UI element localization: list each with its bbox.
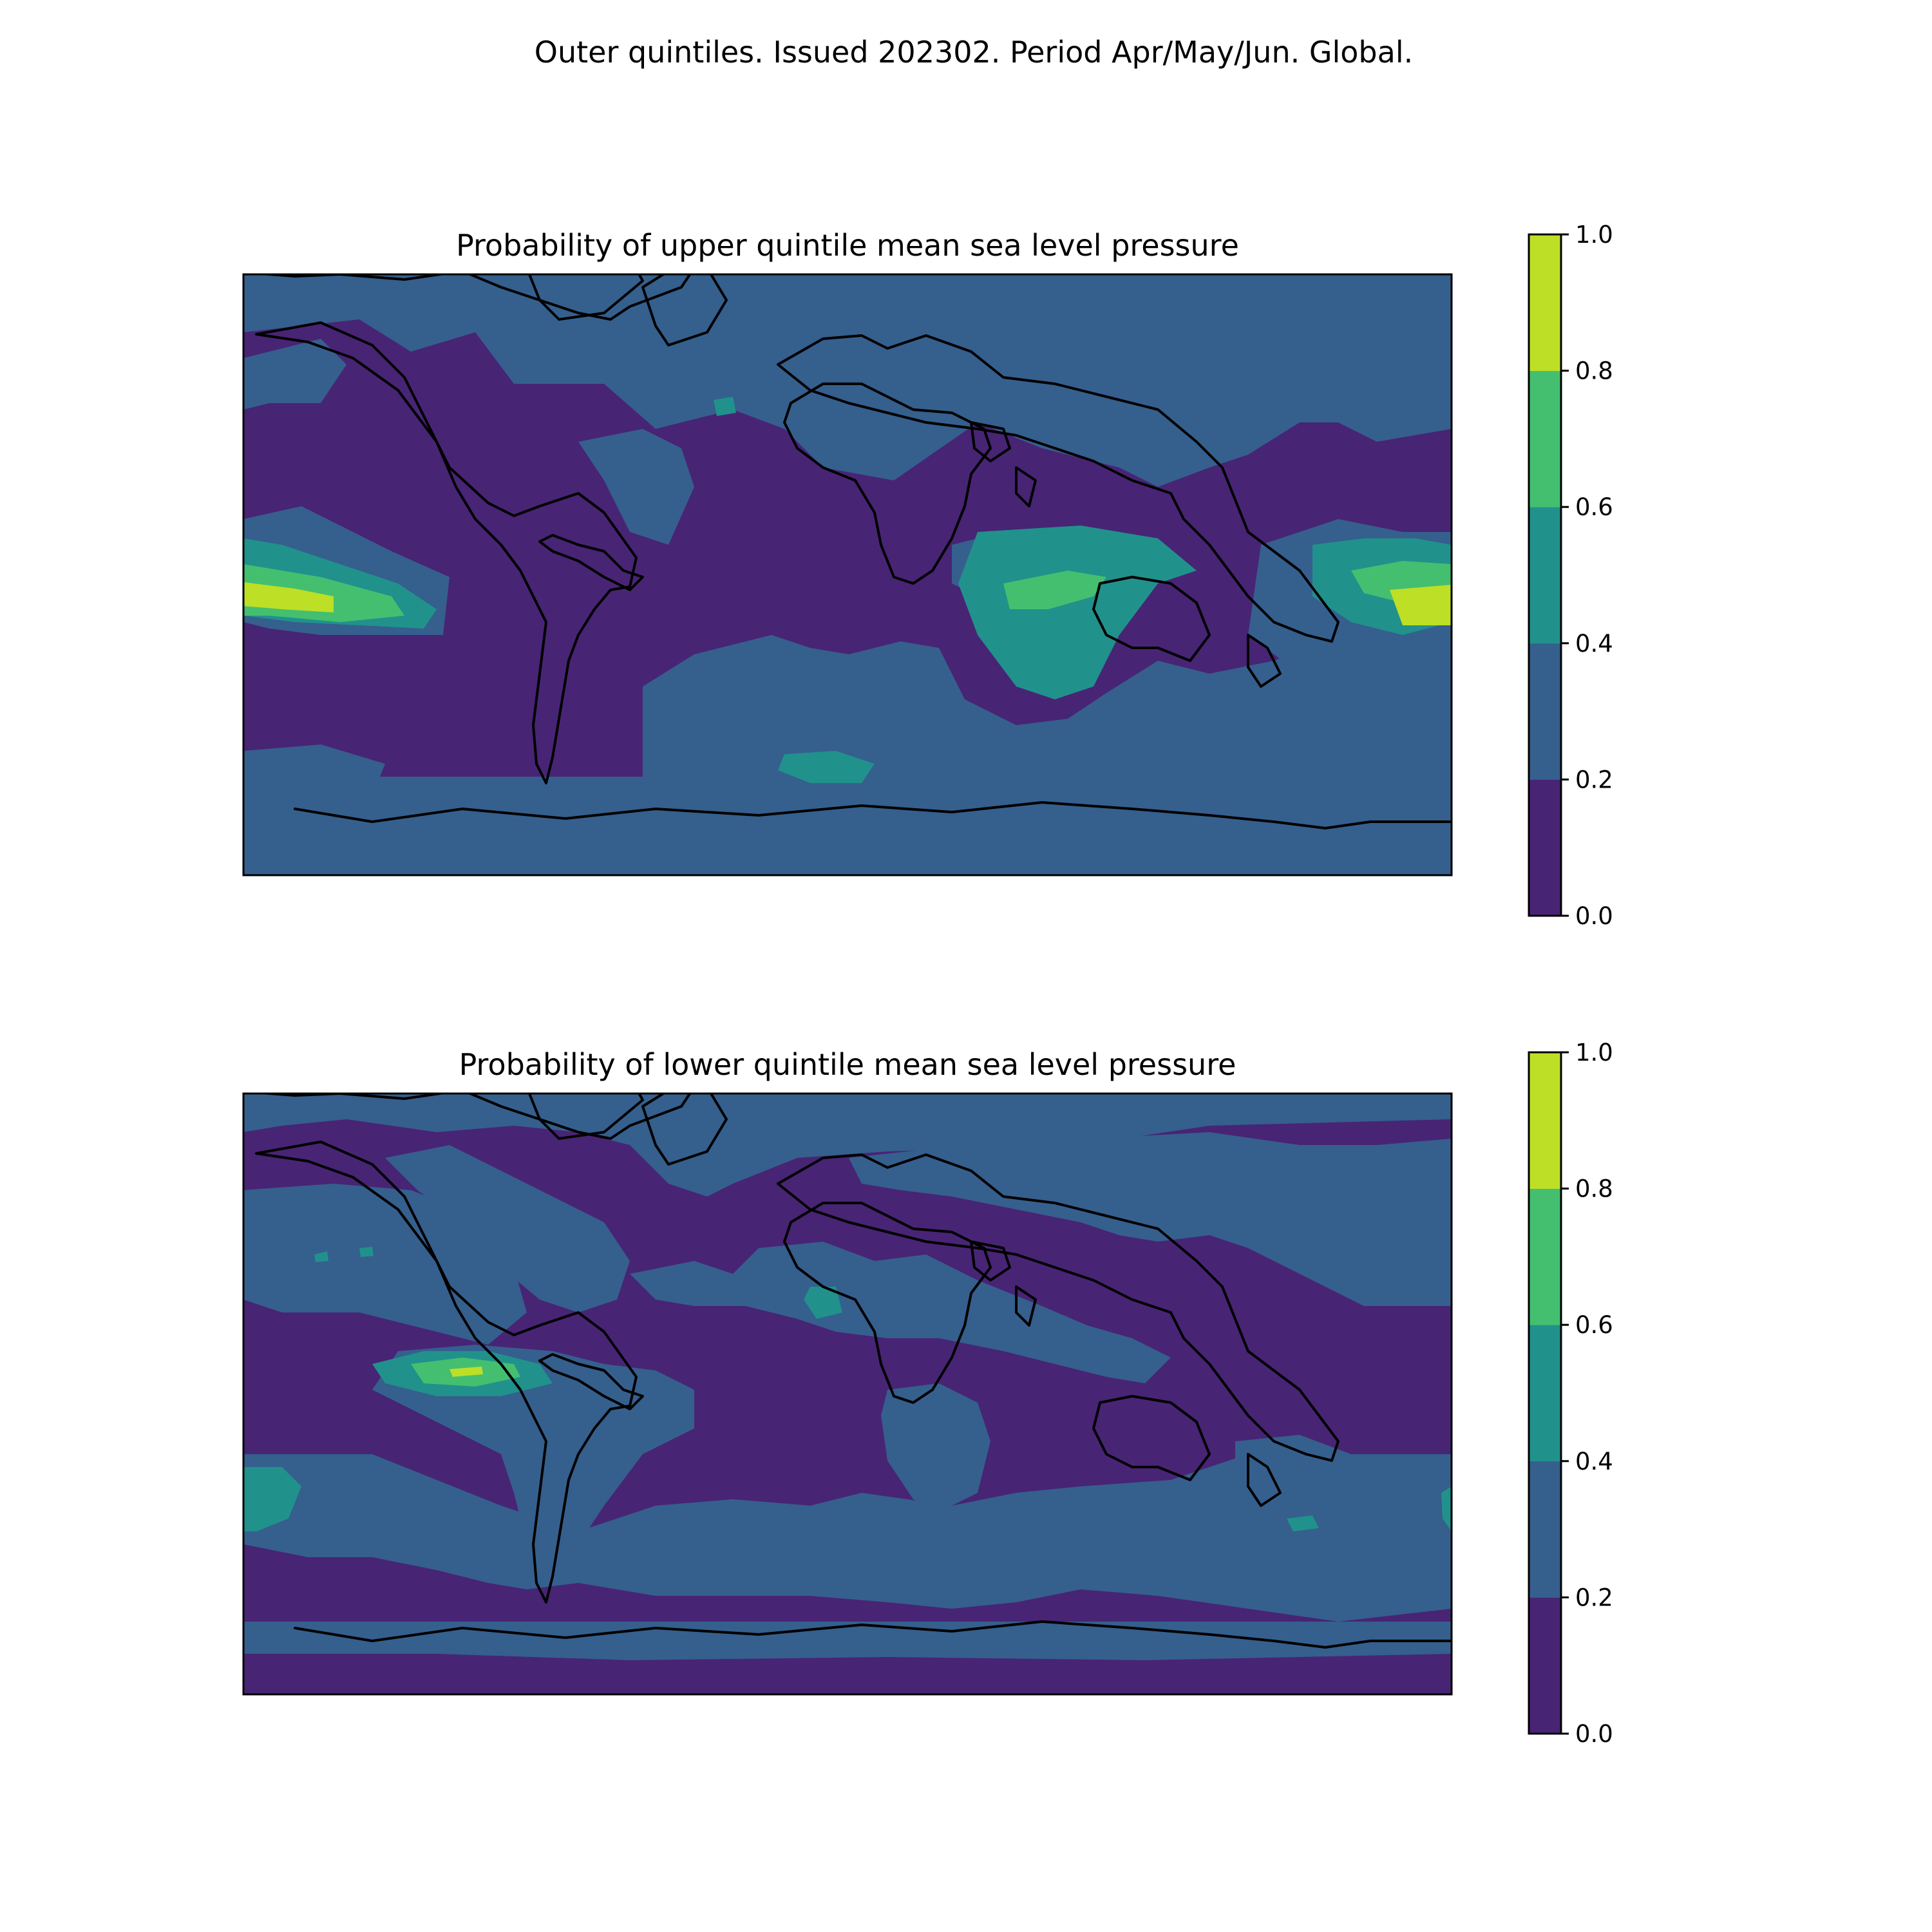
probability-contour [243, 582, 334, 612]
colorbar-tick-label: 0.6 [1575, 493, 1613, 521]
colorbar-segment [1529, 1052, 1561, 1189]
probability-contour [243, 1622, 1452, 1660]
lower-map-title: Probability of lower quintile mean sea l… [459, 1047, 1236, 1082]
map-frame [242, 273, 1453, 876]
probability-contour [243, 339, 346, 410]
probability-contour [243, 274, 1452, 487]
colorbar-frame [1528, 1051, 1562, 1735]
colorbar-tick-label: 0.2 [1575, 766, 1613, 793]
colorbar-tick-label: 0.4 [1575, 630, 1613, 658]
colorbar-tick-label: 0.2 [1575, 1584, 1613, 1611]
probability-contour [1003, 571, 1106, 609]
upper-map-title: Probability of upper quintile mean sea l… [456, 228, 1239, 263]
colorbar-segment [1529, 234, 1561, 372]
colorbar-tick-label: 0.4 [1575, 1448, 1613, 1475]
probability-contour [578, 429, 694, 545]
colorbar-segment [1529, 779, 1561, 916]
map-frame [242, 1092, 1453, 1696]
probability-contour [1235, 1435, 1377, 1538]
colorbar-tick-label: 0.6 [1575, 1311, 1613, 1339]
colorbar-segment [1529, 1188, 1561, 1325]
colorbar-tick-label: 0.0 [1575, 902, 1613, 930]
probability-contour [372, 1345, 694, 1557]
lower-colorbar: 0.0 0.2 0.4 0.6 0.8 1.0 [1528, 1039, 1613, 1748]
colorbar-segment [1529, 643, 1561, 780]
colorbar-tick-label: 1.0 [1575, 1039, 1613, 1066]
upper-quintile-probability-field [243, 274, 1452, 875]
probability-contour [1274, 319, 1390, 377]
colorbar-tick-label: 0.8 [1575, 1175, 1613, 1203]
colorbar-segment [1529, 1461, 1561, 1598]
upper-colorbar: 0.0 0.2 0.4 0.6 0.8 1.0 [1528, 221, 1613, 930]
probability-contour [804, 1287, 842, 1319]
probability-contour [243, 1454, 1452, 1622]
lower-quintile-map-panel: Probability of lower quintile mean sea l… [242, 1039, 1613, 1748]
probability-contour [385, 1145, 630, 1312]
colorbar-frame [1528, 233, 1562, 917]
probability-contour [1441, 1486, 1452, 1531]
probability-contour [243, 777, 1452, 875]
probability-contour [881, 1383, 990, 1512]
colorbar-segment [1529, 507, 1561, 644]
colorbar-tick-label: 1.0 [1575, 221, 1613, 249]
probability-contour [1287, 1515, 1319, 1531]
probability-contour [714, 397, 736, 416]
probability-contour [450, 1367, 483, 1377]
probability-contour [958, 526, 1197, 699]
probability-contour [694, 345, 759, 403]
probability-contour [314, 1251, 328, 1262]
colorbar-segment [1529, 370, 1561, 507]
figure-suptitle: Outer quintiles. Issued 202302. Period A… [535, 35, 1413, 70]
probability-contour [778, 751, 875, 783]
colorbar-segment [1529, 1325, 1561, 1462]
probability-contour [243, 1467, 301, 1531]
probability-contour [359, 1247, 374, 1257]
colorbar-tick-label: 0.0 [1575, 1720, 1613, 1748]
probability-contour [1390, 585, 1452, 625]
colorbar-tick-label: 0.8 [1575, 357, 1613, 385]
lower-quintile-probability-field [243, 1094, 1452, 1660]
upper-quintile-map-panel: Probability of upper quintile mean sea l… [242, 221, 1613, 930]
probability-contour [630, 1242, 1171, 1383]
probability-contour [243, 1094, 1452, 1197]
probability-contour [849, 1132, 1452, 1306]
colorbar-segment [1529, 1597, 1561, 1734]
